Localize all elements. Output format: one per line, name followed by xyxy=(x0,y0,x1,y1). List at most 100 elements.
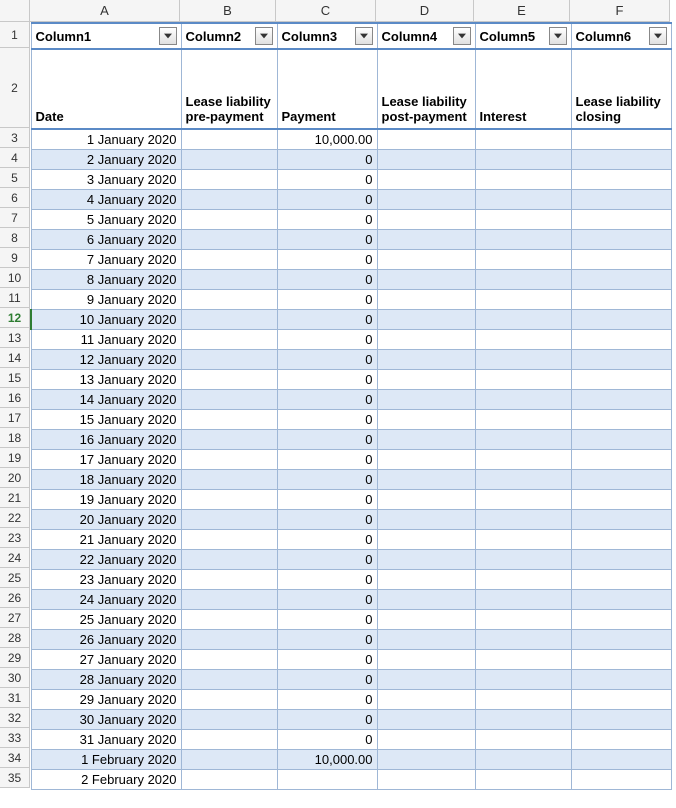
cell-D31[interactable] xyxy=(377,689,475,709)
row-header-31[interactable]: 31 xyxy=(0,688,30,708)
cell-C3[interactable]: 10,000.00 xyxy=(277,129,377,149)
cell-A15[interactable]: 13 January 2020 xyxy=(31,369,181,389)
cell-D4[interactable] xyxy=(377,149,475,169)
cell-E12[interactable] xyxy=(475,309,571,329)
cell-A25[interactable]: 23 January 2020 xyxy=(31,569,181,589)
cell-A7[interactable]: 5 January 2020 xyxy=(31,209,181,229)
cell-E24[interactable] xyxy=(475,549,571,569)
cell-A35[interactable]: 2 February 2020 xyxy=(31,769,181,789)
cell-E31[interactable] xyxy=(475,689,571,709)
cell-E33[interactable] xyxy=(475,729,571,749)
cell-F14[interactable] xyxy=(571,349,671,369)
cell-D14[interactable] xyxy=(377,349,475,369)
cell-E22[interactable] xyxy=(475,509,571,529)
cell-F7[interactable] xyxy=(571,209,671,229)
cell-E9[interactable] xyxy=(475,249,571,269)
cell-C19[interactable]: 0 xyxy=(277,449,377,469)
cell-C23[interactable]: 0 xyxy=(277,529,377,549)
cell-A5[interactable]: 3 January 2020 xyxy=(31,169,181,189)
cell-C14[interactable]: 0 xyxy=(277,349,377,369)
cell-A17[interactable]: 15 January 2020 xyxy=(31,409,181,429)
cell-B28[interactable] xyxy=(181,629,277,649)
column-label-D[interactable]: Lease liability post-payment xyxy=(377,49,475,129)
cell-D9[interactable] xyxy=(377,249,475,269)
cell-F13[interactable] xyxy=(571,329,671,349)
cell-F5[interactable] xyxy=(571,169,671,189)
cell-F33[interactable] xyxy=(571,729,671,749)
cell-E28[interactable] xyxy=(475,629,571,649)
select-all-corner[interactable] xyxy=(0,0,30,22)
cell-B11[interactable] xyxy=(181,289,277,309)
cell-B22[interactable] xyxy=(181,509,277,529)
cell-B29[interactable] xyxy=(181,649,277,669)
cell-A6[interactable]: 4 January 2020 xyxy=(31,189,181,209)
cell-F32[interactable] xyxy=(571,709,671,729)
cell-A32[interactable]: 30 January 2020 xyxy=(31,709,181,729)
row-header-11[interactable]: 11 xyxy=(0,288,30,308)
cell-C27[interactable]: 0 xyxy=(277,609,377,629)
cell-C24[interactable]: 0 xyxy=(277,549,377,569)
cell-B17[interactable] xyxy=(181,409,277,429)
cell-A30[interactable]: 28 January 2020 xyxy=(31,669,181,689)
cell-F25[interactable] xyxy=(571,569,671,589)
cell-A20[interactable]: 18 January 2020 xyxy=(31,469,181,489)
cell-B27[interactable] xyxy=(181,609,277,629)
cell-B30[interactable] xyxy=(181,669,277,689)
cell-B33[interactable] xyxy=(181,729,277,749)
row-header-15[interactable]: 15 xyxy=(0,368,30,388)
cell-D22[interactable] xyxy=(377,509,475,529)
column-header-D[interactable]: D xyxy=(376,0,474,22)
cell-F31[interactable] xyxy=(571,689,671,709)
filter-dropdown-icon[interactable] xyxy=(255,27,273,45)
cell-E30[interactable] xyxy=(475,669,571,689)
row-header-10[interactable]: 10 xyxy=(0,268,30,288)
cell-B32[interactable] xyxy=(181,709,277,729)
cell-F26[interactable] xyxy=(571,589,671,609)
cell-E11[interactable] xyxy=(475,289,571,309)
cell-C25[interactable]: 0 xyxy=(277,569,377,589)
cell-C17[interactable]: 0 xyxy=(277,409,377,429)
row-header-8[interactable]: 8 xyxy=(0,228,30,248)
cell-C26[interactable]: 0 xyxy=(277,589,377,609)
cell-A31[interactable]: 29 January 2020 xyxy=(31,689,181,709)
cell-C32[interactable]: 0 xyxy=(277,709,377,729)
row-header-32[interactable]: 32 xyxy=(0,708,30,728)
row-header-4[interactable]: 4 xyxy=(0,148,30,168)
cell-E5[interactable] xyxy=(475,169,571,189)
row-header-12[interactable]: 12 xyxy=(0,308,30,328)
cell-D18[interactable] xyxy=(377,429,475,449)
cell-E20[interactable] xyxy=(475,469,571,489)
cell-B5[interactable] xyxy=(181,169,277,189)
cell-D24[interactable] xyxy=(377,549,475,569)
cell-D28[interactable] xyxy=(377,629,475,649)
row-header-25[interactable]: 25 xyxy=(0,568,30,588)
cell-F30[interactable] xyxy=(571,669,671,689)
cell-A29[interactable]: 27 January 2020 xyxy=(31,649,181,669)
cell-E16[interactable] xyxy=(475,389,571,409)
cell-F23[interactable] xyxy=(571,529,671,549)
cell-A24[interactable]: 22 January 2020 xyxy=(31,549,181,569)
column-label-A[interactable]: Date xyxy=(31,49,181,129)
cell-A28[interactable]: 26 January 2020 xyxy=(31,629,181,649)
column-label-F[interactable]: Lease liability closing xyxy=(571,49,671,129)
cell-B31[interactable] xyxy=(181,689,277,709)
cell-D15[interactable] xyxy=(377,369,475,389)
cell-F24[interactable] xyxy=(571,549,671,569)
cell-F19[interactable] xyxy=(571,449,671,469)
cell-C15[interactable]: 0 xyxy=(277,369,377,389)
column-header-E[interactable]: E xyxy=(474,0,570,22)
cell-E17[interactable] xyxy=(475,409,571,429)
row-header-20[interactable]: 20 xyxy=(0,468,30,488)
cell-F12[interactable] xyxy=(571,309,671,329)
cell-E3[interactable] xyxy=(475,129,571,149)
cell-C18[interactable]: 0 xyxy=(277,429,377,449)
column-header-F[interactable]: F xyxy=(570,0,670,22)
cell-B19[interactable] xyxy=(181,449,277,469)
cell-B10[interactable] xyxy=(181,269,277,289)
cell-A16[interactable]: 14 January 2020 xyxy=(31,389,181,409)
cell-A27[interactable]: 25 January 2020 xyxy=(31,609,181,629)
cell-D13[interactable] xyxy=(377,329,475,349)
row-header-19[interactable]: 19 xyxy=(0,448,30,468)
cell-D29[interactable] xyxy=(377,649,475,669)
cell-A9[interactable]: 7 January 2020 xyxy=(31,249,181,269)
